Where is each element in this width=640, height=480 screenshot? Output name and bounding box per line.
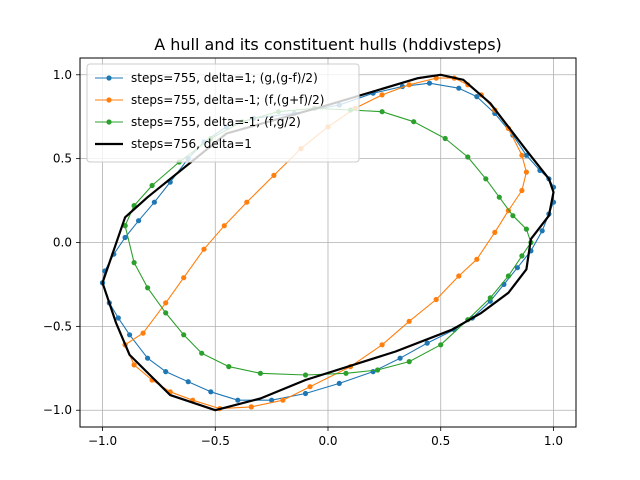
data-point [474,94,480,100]
data-point [199,350,205,356]
legend-marker [106,97,112,103]
data-point [271,172,277,178]
y-tick-label: 0.0 [53,236,72,250]
data-point [163,369,169,375]
x-tick-label: 0.0 [318,434,337,448]
x-tick-label: 1.0 [544,434,563,448]
data-point [519,253,525,259]
legend-label: steps=755, delta=-1; (f,(g+f)/2) [131,93,324,107]
data-point [379,109,385,115]
data-point [505,273,511,279]
legend-marker [106,75,112,81]
legend-marker [106,119,112,125]
data-point [185,379,191,385]
data-point [127,332,133,338]
data-point [397,355,403,361]
data-point [336,380,342,386]
data-point [379,342,385,348]
data-point [145,285,151,291]
legend-box [86,63,360,163]
x-tick-label: 0.5 [431,434,450,448]
y-tick-label: −1.0 [43,403,72,417]
data-point [406,82,412,88]
data-point [433,75,439,81]
data-point [523,169,530,175]
data-point [523,226,530,232]
data-point [492,229,498,235]
data-point [248,404,254,410]
data-point [181,275,187,281]
data-point [375,367,381,373]
data-point [379,92,385,98]
data-point [442,135,448,142]
legend-label: steps=755, delta=-1; (f,g/2) [131,115,301,129]
data-point [302,372,309,378]
chart-title: A hull and its constituent hulls (hddivs… [154,35,502,54]
data-point [519,187,525,194]
data-point [483,176,489,182]
data-point [208,389,214,395]
data-point [181,332,187,338]
data-point [514,265,521,271]
data-point [302,390,309,397]
data-point [280,397,286,403]
data-point [235,397,241,403]
data-point [465,154,471,160]
data-point [426,80,433,86]
data-point [307,384,313,390]
data-point [244,199,250,205]
data-point [456,85,462,91]
data-point [257,370,263,376]
data-point [136,218,142,224]
data-point [424,340,430,346]
data-point [411,119,417,125]
data-point [539,228,545,234]
data-point [221,223,227,229]
legend-label: steps=755, delta=1; (g,(g-f)/2) [131,71,318,85]
data-point [474,256,480,262]
data-point [115,315,121,321]
data-point [226,364,232,370]
legend: steps=755, delta=1; (g,(g-f)/2) steps=755… [86,63,360,163]
data-point [343,370,349,376]
x-tick-label: −0.5 [201,434,230,448]
data-point [163,300,169,306]
data-point [201,246,207,252]
data-point [519,152,525,158]
data-point [131,260,137,266]
data-point [456,273,462,279]
data-point [131,362,137,368]
data-point [523,152,530,158]
data-point [149,182,155,189]
data-point [269,397,275,403]
y-tick-label: 1.0 [53,68,72,82]
data-point [151,199,157,205]
data-point [406,318,412,324]
y-tick-label: −0.5 [43,319,72,333]
data-point [406,359,412,365]
data-point [510,213,516,219]
data-point [163,310,169,316]
data-point [487,295,493,301]
legend-label: steps=756, delta=1 [131,137,252,151]
y-tick-label: 0.5 [53,152,72,166]
data-point [496,194,502,200]
data-point [438,342,444,348]
data-point [145,355,151,361]
data-point [122,234,128,241]
x-tick-label: −1.0 [88,434,117,448]
data-point [433,296,439,303]
axis-ticks: −1.0 −0.5 0.0 0.5 1.0 −1.0 −0.5 0.0 0.5 1.0 [43,68,563,448]
data-point [140,330,146,336]
